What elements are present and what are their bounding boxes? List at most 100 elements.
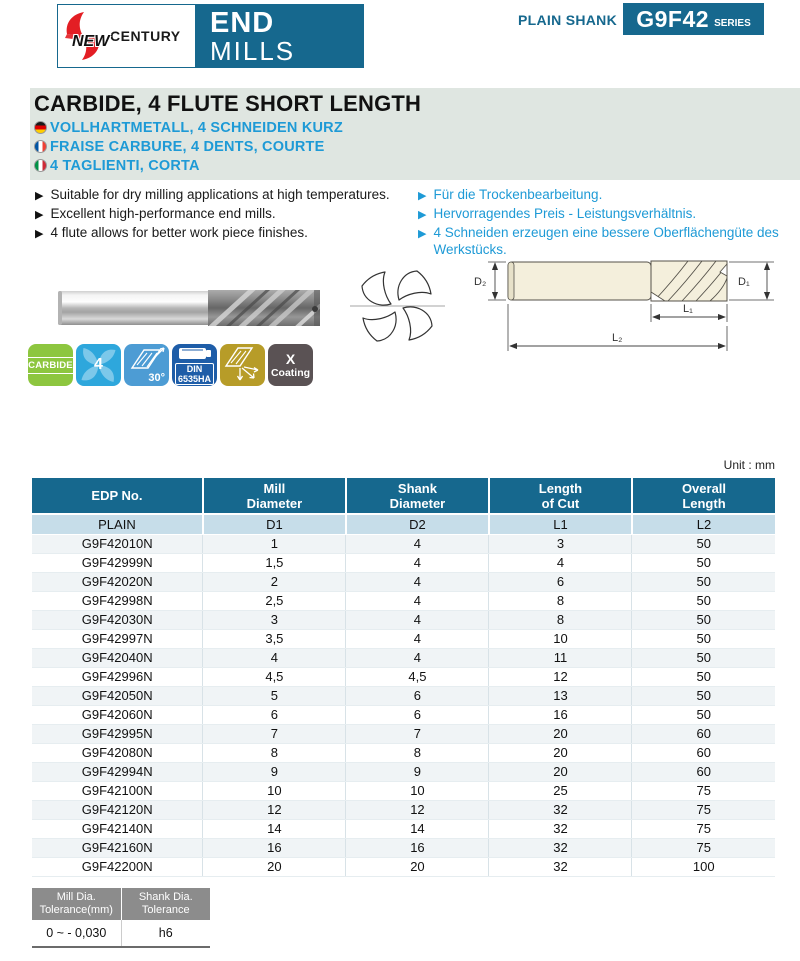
edp-number-cell: G9F42160N [32,838,204,858]
translated-title: VOLLHARTMETALL, 4 SCHNEIDEN KURZ [50,119,343,136]
coating-badge: X Coating [268,344,313,386]
length-of-cut-cell: 32 [488,857,633,877]
mill-diameter-cell: 6 [202,705,347,725]
helix-icon [130,347,165,369]
header-line2: Diameter [389,495,446,511]
product-line-title: END [210,7,275,39]
spec-table-row: G9F42030N 3 4 8 50 [32,610,775,630]
overall-length-cell: 50 [631,667,775,687]
spec-table-row: G9F42050N 5 6 13 50 [32,686,775,706]
tol-header-line1: Shank Dia. [138,891,193,903]
bullet-arrow-icon [35,186,43,205]
pinwheel-icon [81,348,116,382]
edp-number-cell: G9F42999N [32,553,204,573]
dim-label-d2: D₂ [474,276,486,288]
application-badge [220,344,265,386]
series-code: G9F42 [636,5,710,32]
mill-diameter-cell: 12 [202,800,347,820]
length-of-cut-cell: 6 [488,572,633,592]
flag-icon [34,121,47,134]
page-title: CARBIDE, 4 FLUTE SHORT LENGTH [34,91,422,116]
bullet-arrow-icon [418,205,426,224]
mill-diameter-cell: 3 [202,610,347,630]
dim-label-l1: L₁ [683,303,693,315]
product-line-subtitle: MILLS [210,36,296,66]
length-of-cut-cell: 25 [488,781,633,801]
spec-column-header: Mill Diameter [202,478,347,515]
spec-table-row: G9F42040N 4 4 11 50 [32,648,775,668]
length-of-cut-cell: 20 [488,762,633,782]
length-of-cut-cell: 32 [488,819,633,839]
overall-length-cell: 50 [631,648,775,668]
carbide-badge: CARBIDE [28,344,73,386]
mill-diameter-cell: 1,5 [202,553,347,573]
mill-diameter-cell: 4,5 [202,667,347,687]
spec-table-row: G9F42080N 8 8 20 60 [32,743,775,763]
din-line2: 6535HA [177,374,212,384]
edp-number-cell: G9F42100N [32,781,204,801]
spec-table-row: G9F42010N 1 4 3 50 [32,534,775,554]
bullet-arrow-icon [35,224,43,243]
title-translation-row: FRAISE CARBURE, 4 DENTS, COURTE [34,138,800,155]
spec-table-row: G9F42020N 2 4 6 50 [32,572,775,592]
shank-diameter-cell: 8 [345,743,490,763]
length-of-cut-cell: 8 [488,591,633,611]
din-line1: DIN [186,364,203,374]
overall-length-cell: 60 [631,743,775,763]
length-of-cut-cell: 12 [488,667,633,687]
shank-diameter-cell: 6 [345,705,490,725]
flute-count-badge: 4 [76,344,121,386]
overall-length-cell: 50 [631,705,775,725]
spec-subheader-row: PLAIN D1 D2 L1 L2 [32,514,775,535]
spec-column-header: Shank Diameter [345,478,490,515]
shank-diameter-cell: 4 [345,610,490,630]
tolerance-value-cell: 0 ~ - 0,030 [32,920,122,947]
carbide-label: CARBIDE [28,356,73,374]
din-shank-badge: DIN 6535HA [172,344,217,386]
shank-type-label: PLAIN SHANK [518,12,617,28]
feature-item: Für die Trockenbearbeitung. [418,186,786,205]
series-badge: G9F42 SERIES [623,3,764,35]
spec-table-row: G9F42997N 3,5 4 10 50 [32,629,775,649]
tol-header-line1: Mill Dia. [56,891,96,903]
tolerance-table-head: Mill Dia. Tolerance(mm) Shank Dia. Toler… [32,888,210,920]
mill-diameter-cell: 2 [202,572,347,592]
spec-table-row: G9F42999N 1,5 4 4 50 [32,553,775,573]
flag-icon [34,159,47,172]
length-of-cut-cell: 3 [488,534,633,554]
spec-table-row: G9F42140N 14 14 32 75 [32,819,775,839]
tolerance-table-body: 0 ~ - 0,030 h6 [32,920,210,947]
product-line-banner: END MILLS [196,4,364,68]
tol-header-line2: Tolerance(mm) [39,904,113,916]
spec-subheader-cell: L2 [631,514,775,535]
edp-number-cell: G9F42995N [32,724,204,744]
feature-text: Für die Trockenbearbeitung. [433,187,603,202]
shank-diameter-cell: 4 [345,572,490,592]
header-line1: Mill [263,480,286,496]
spec-subheader-cell: D1 [202,514,347,535]
tolerance-table: Mill Dia. Tolerance(mm) Shank Dia. Toler… [32,888,210,948]
overall-length-cell: 50 [631,591,775,611]
features-english: Suitable for dry milling applications at… [35,186,405,243]
coating-code: X [285,350,296,367]
spec-table-row: G9F42120N 12 12 32 75 [32,800,775,820]
edp-number-cell: G9F42010N [32,534,204,554]
shank-diameter-cell: 20 [345,857,490,877]
coating-label: Coating [270,366,311,379]
edp-number-cell: G9F42998N [32,591,204,611]
feature-item: 4 Schneiden erzeugen eine bessere Oberfl… [418,224,786,258]
end-mill-photo [58,290,320,331]
translated-title: FRAISE CARBURE, 4 DENTS, COURTE [50,138,325,155]
mill-diameter-cell: 2,5 [202,591,347,611]
header-line2: Diameter [246,495,303,511]
mill-diameter-cell: 9 [202,762,347,782]
edp-number-cell: G9F42040N [32,648,204,668]
overall-length-cell: 75 [631,800,775,820]
overall-length-cell: 60 [631,724,775,744]
bullet-arrow-icon [35,205,43,224]
spec-table-row: G9F42994N 9 9 20 60 [32,762,775,782]
feature-item: Hervorragendes Preis - Leistungsverhältn… [418,205,786,224]
title-band: CARBIDE, 4 FLUTE SHORT LENGTH VOLLHARTME… [30,88,800,180]
header-line2: of Cut [541,495,580,511]
